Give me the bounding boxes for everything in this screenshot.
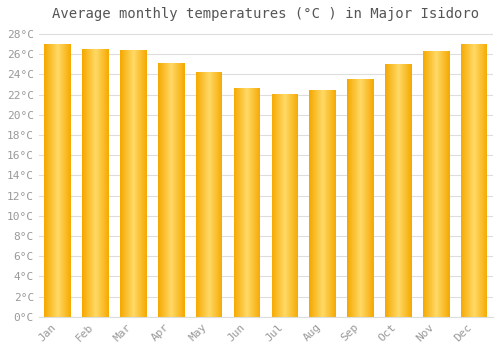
- Title: Average monthly temperatures (°C ) in Major Isidoro: Average monthly temperatures (°C ) in Ma…: [52, 7, 480, 21]
